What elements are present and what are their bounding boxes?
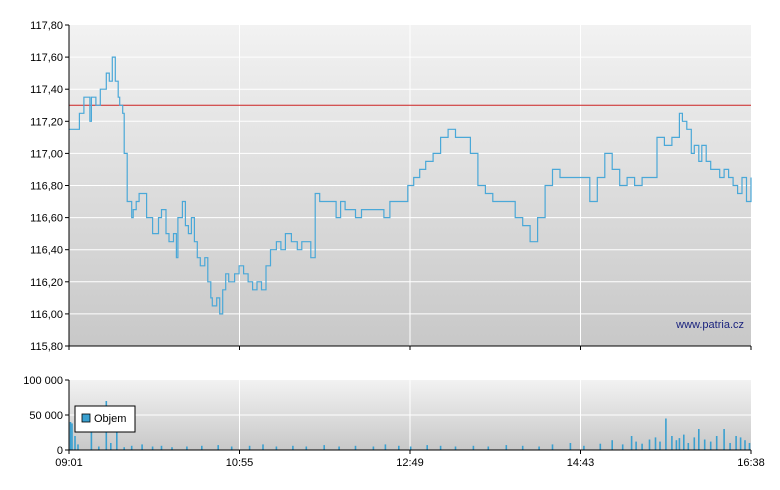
volume-bar: [338, 446, 340, 450]
volume-bar: [551, 444, 554, 450]
volume-bar: [275, 446, 278, 450]
volume-bar: [69, 422, 72, 450]
volume-bar: [729, 443, 731, 450]
volume-bar: [74, 436, 76, 450]
volume-bar: [735, 436, 737, 450]
volume-bar: [583, 445, 585, 450]
volume-bar: [171, 447, 173, 450]
volume-bar: [398, 445, 400, 450]
volume-bar: [248, 445, 251, 450]
volume-bar: [648, 439, 651, 450]
volume-bar: [110, 443, 112, 450]
volume-bar: [230, 446, 233, 450]
volume-bar: [141, 444, 143, 450]
price-y-tick-label: 117,60: [30, 52, 63, 64]
price-y-tick-label: 117,80: [30, 20, 63, 32]
volume-y-tick-label: 100 000: [23, 375, 63, 387]
volume-bar: [487, 446, 490, 450]
volume-bar: [372, 446, 375, 450]
price-series-line: [69, 56, 752, 315]
price-y-tick-label: 117,00: [30, 148, 63, 160]
volume-bar: [709, 441, 712, 450]
volume-bar: [744, 440, 746, 450]
volume-bar: [659, 441, 661, 450]
volume-bar: [201, 445, 203, 450]
volume-bar: [323, 445, 325, 450]
volume-bar: [683, 434, 685, 450]
volume-bar: [703, 439, 706, 450]
volume-bar: [538, 446, 540, 450]
x-tick-label: 16:38: [737, 457, 765, 469]
volume-y-axis: 100 000 50 000 0: [23, 375, 69, 457]
volume-bar: [599, 443, 602, 450]
x-tick-label: 14:43: [567, 457, 595, 469]
volume-bar: [472, 445, 475, 450]
volume-bar: [748, 443, 751, 450]
volume-bar: [409, 446, 412, 450]
volume-bar: [130, 445, 133, 450]
volume-bar: [665, 418, 667, 450]
volume-bar: [715, 436, 718, 450]
volume-bar: [426, 445, 428, 450]
volume-bar: [292, 445, 294, 450]
volume-bar: [635, 441, 637, 450]
volume-bar: [384, 444, 387, 450]
volume-bar: [671, 436, 673, 450]
volume-bar: [186, 446, 188, 450]
volume-bar: [698, 429, 700, 450]
volume-bar: [262, 444, 264, 450]
volume-bar: [90, 429, 93, 450]
price-y-tick-label: 116,00: [30, 309, 63, 321]
volume-y-tick-label: 0: [57, 445, 63, 457]
volume-bar: [521, 445, 524, 450]
volume-grid: [69, 380, 751, 450]
legend: Objem: [74, 405, 136, 433]
volume-bar: [611, 440, 613, 450]
price-y-tick-label: 116,40: [30, 245, 63, 257]
volume-bar: [454, 446, 457, 450]
volume-bar: [217, 445, 219, 450]
price-y-tick-label: 116,60: [30, 213, 63, 225]
watermark: www.patria.cz: [675, 319, 744, 331]
volume-bar: [98, 446, 100, 450]
volume-bar: [71, 423, 73, 450]
volume-bar: [693, 437, 696, 450]
volume-bar: [505, 445, 508, 450]
price-y-axis: 117,80 117,60 117,40 117,20 117,00 116,80 116,…: [30, 20, 69, 353]
legend-label: Objem: [94, 413, 126, 425]
volume-bar: [354, 445, 357, 450]
volume-bars: [69, 401, 751, 450]
x-tick-label: 09:01: [55, 457, 83, 469]
volume-y-tick-label: 50 000: [29, 410, 63, 422]
volume-bar: [569, 443, 572, 450]
volume-bar: [621, 444, 624, 450]
volume-bar: [151, 446, 154, 450]
x-tick-label: 12:49: [396, 457, 424, 469]
volume-bar: [739, 437, 742, 450]
volume-bar: [305, 446, 308, 450]
price-y-tick-label: 115,80: [30, 341, 63, 353]
price-x-ticks: [68, 346, 752, 350]
volume-bar: [77, 444, 79, 450]
volume-bar: [723, 429, 725, 450]
price-y-tick-label: 116,20: [30, 277, 63, 289]
price-y-tick-label: 117,40: [30, 84, 63, 96]
price-y-tick-label: 116,80: [30, 181, 63, 193]
x-axis: 09:01 10:55 12:49 14:43 16:38: [55, 450, 765, 469]
volume-bar: [160, 445, 163, 450]
volume-bar: [678, 438, 681, 450]
x-tick-label: 10:55: [226, 457, 254, 469]
volume-bar: [654, 437, 657, 450]
volume-bar: [641, 443, 643, 450]
volume-bar: [630, 436, 633, 450]
price-y-tick-label: 117,20: [30, 116, 63, 128]
legend-swatch: [81, 413, 91, 423]
volume-bar: [687, 443, 690, 450]
volume-bar: [675, 440, 678, 450]
volume-bar: [123, 447, 125, 450]
volume-bar: [439, 445, 442, 450]
volume-bar: [116, 432, 118, 450]
